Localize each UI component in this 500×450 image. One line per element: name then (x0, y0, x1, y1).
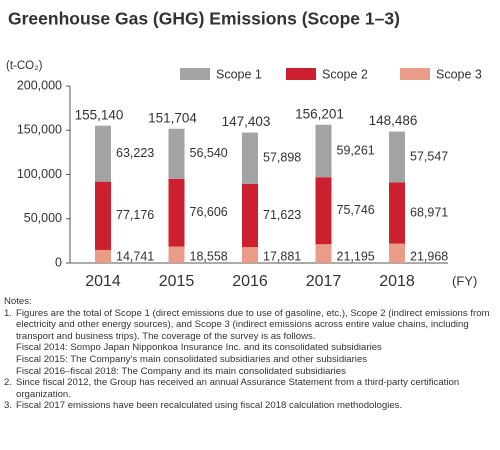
value-label: 56,540 (190, 146, 228, 160)
note-body: Since fiscal 2012, the Group has receive… (16, 377, 496, 400)
bar-segment (95, 249, 111, 263)
legend-label: Scope 3 (436, 67, 482, 81)
note-detail: Fiscal 2015: The Company’s main consolid… (16, 353, 368, 365)
bar-segment (168, 128, 185, 179)
legend-label: Scope 2 (322, 67, 368, 81)
total-label: 155,140 (75, 107, 124, 122)
bar-segment (168, 178, 185, 247)
total-label: 156,201 (295, 106, 344, 121)
total-label: 151,704 (148, 110, 197, 125)
x-tick-label: 2018 (379, 273, 415, 290)
y-tick-label: 150,000 (17, 123, 62, 137)
x-tick-label: 2016 (232, 273, 268, 290)
value-label: 75,746 (337, 203, 375, 217)
bar-segment (389, 131, 405, 183)
y-tick-label: 100,000 (17, 167, 62, 181)
note-item: 2. Since fiscal 2012, the Group has recei… (4, 377, 496, 400)
value-label: 77,176 (116, 208, 154, 222)
note-item: 3. Fiscal 2017 emissions have been recalc… (4, 400, 496, 412)
y-tick-label: 200,000 (17, 78, 62, 92)
bar-segment (242, 247, 258, 263)
y-axis-label: (t-CO₂) (6, 60, 43, 72)
note-detail: Fiscal 2014: Sompo Japan Nipponkoa Insur… (16, 342, 382, 354)
value-label: 59,261 (337, 143, 375, 157)
legend-swatch (400, 68, 430, 80)
bar-segment (168, 246, 185, 263)
note-number: 1. (4, 307, 13, 319)
value-label: 14,741 (116, 249, 154, 263)
y-tick-label: 0 (55, 255, 62, 269)
total-label: 147,403 (222, 114, 271, 129)
bar-segment (242, 183, 258, 248)
chart: Greenhouse Gas (GHG) Emissions (Scope 1–… (6, 9, 482, 291)
note-detail: Fiscal 2016–fiscal 2018: The Company and… (16, 365, 346, 377)
x-tick-label: 2014 (85, 273, 121, 290)
value-label: 76,606 (190, 205, 228, 219)
x-tick-label: 2017 (306, 273, 342, 290)
note-body: Fiscal 2017 emissions have been recalcul… (16, 400, 402, 412)
note-body: Figures are the total of Scope 1 (direct… (16, 308, 496, 378)
value-label: 71,623 (263, 208, 301, 222)
value-label: 63,223 (116, 146, 154, 160)
total-label: 148,486 (369, 113, 418, 128)
value-label: 68,971 (410, 205, 448, 219)
notes-heading: Notes: (4, 296, 32, 307)
value-label: 21,195 (337, 249, 375, 263)
chart-title: Greenhouse Gas (GHG) Emissions (Scope 1–… (8, 9, 400, 29)
bar-segment (315, 177, 332, 245)
x-tick-label: 2015 (159, 273, 195, 290)
bar-segment (315, 244, 332, 263)
value-label: 18,558 (190, 249, 228, 263)
bar-segment (315, 124, 332, 178)
bar-segment (95, 125, 111, 182)
note-item: 1. Figures are the total of Scope 1 (dire… (4, 308, 496, 378)
note-text: Fiscal 2017 emissions have been recalcul… (16, 400, 403, 412)
bar-segment (389, 182, 405, 244)
x-axis-label: (FY) (452, 273, 477, 288)
bar-segment (95, 181, 111, 250)
bar-segment (242, 132, 258, 184)
note-text: Since fiscal 2012, the Group has receive… (16, 377, 460, 400)
bar-segment (389, 243, 405, 263)
y-tick-label: 50,000 (24, 211, 62, 225)
note-number: 2. (4, 377, 13, 389)
legend-swatch (180, 68, 210, 80)
note-number: 3. (4, 400, 13, 412)
value-label: 57,898 (263, 150, 301, 164)
value-label: 17,881 (263, 249, 301, 263)
value-label: 21,968 (410, 249, 448, 263)
note-text: Figures are the total of Scope 1 (direct… (16, 307, 490, 342)
legend-label: Scope 1 (216, 67, 262, 81)
legend-swatch (286, 68, 316, 80)
value-label: 57,547 (410, 149, 448, 163)
notes: Notes: 1. Figures are the total of Scope 1… (4, 296, 496, 412)
